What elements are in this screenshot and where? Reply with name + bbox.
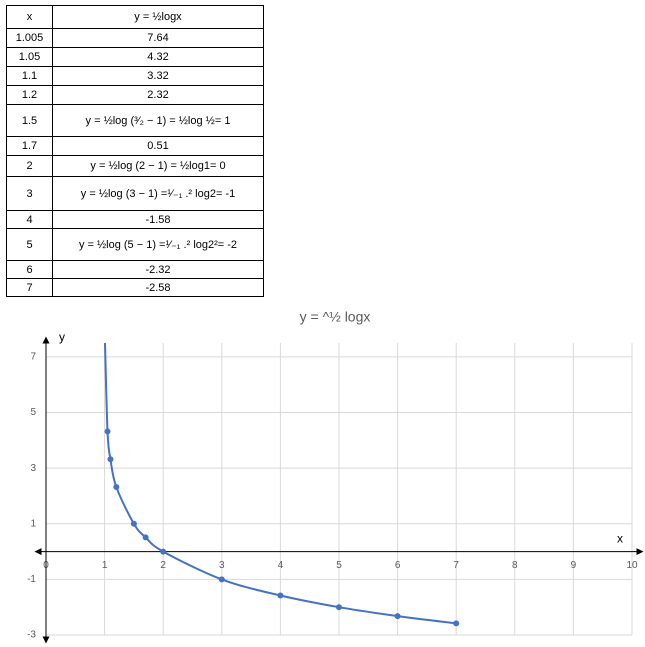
table-cell: y = ½log (5 − 1) =¹⁄₋₁ .² log2²= -2 <box>52 228 264 261</box>
point <box>104 428 111 435</box>
table-row: 1.005 7.64 <box>6 28 264 48</box>
y-tick-label: 3 <box>30 463 36 474</box>
y-tick-label: -1 <box>27 574 36 585</box>
table-cell: 2.32 <box>52 85 264 105</box>
x-tick-label: 7 <box>453 560 459 571</box>
x-tick-label: 2 <box>160 560 166 571</box>
plot <box>102 336 460 627</box>
x-tick-label: 8 <box>512 560 518 571</box>
x-tick-label: 10 <box>626 560 638 571</box>
y-tick-label: -3 <box>27 630 36 641</box>
y-tick-label: 1 <box>30 518 36 529</box>
point <box>160 548 167 555</box>
point <box>218 576 225 583</box>
table-row: 1.5 y = ½log (³⁄₂ − 1) = ½log ½= 1 <box>6 104 264 137</box>
y-tick-label: 7 <box>30 352 36 363</box>
x-tick-label: 1 <box>102 560 108 571</box>
point <box>142 534 149 541</box>
point <box>102 336 108 342</box>
x-tick-label: 6 <box>395 560 401 571</box>
point <box>453 620 460 627</box>
table-cell: -2.58 <box>52 278 264 297</box>
table-cell: 5 <box>6 228 53 261</box>
point <box>113 484 120 491</box>
table-cell: y = ½log (³⁄₂ − 1) = ½log ½= 1 <box>52 104 264 137</box>
point <box>277 592 284 599</box>
point <box>130 520 137 527</box>
table-cell: 1.5 <box>6 104 53 137</box>
x-tick-label: 4 <box>278 560 284 571</box>
y-axis-label: y <box>59 330 65 344</box>
x-tick-label: 5 <box>336 560 342 571</box>
table-cell: y = ½log (2 − 1) = ½log1= 0 <box>52 155 264 177</box>
y-tick-label: 5 <box>30 407 36 418</box>
table-row: 1.2 2.32 <box>6 85 264 105</box>
point <box>336 604 342 611</box>
table-cell: 1.05 <box>6 47 53 67</box>
chart-title: y = ^½ logx <box>300 309 371 325</box>
table-row: 7 -2.58 <box>6 278 264 297</box>
point <box>107 456 114 463</box>
x-tick-label: 3 <box>219 560 225 571</box>
table-row: 1.05 4.32 <box>6 47 264 67</box>
x-axis-label: x <box>617 532 623 546</box>
point <box>394 613 401 620</box>
table-cell: 3 <box>6 176 53 211</box>
x-tick-label: 9 <box>571 560 577 571</box>
